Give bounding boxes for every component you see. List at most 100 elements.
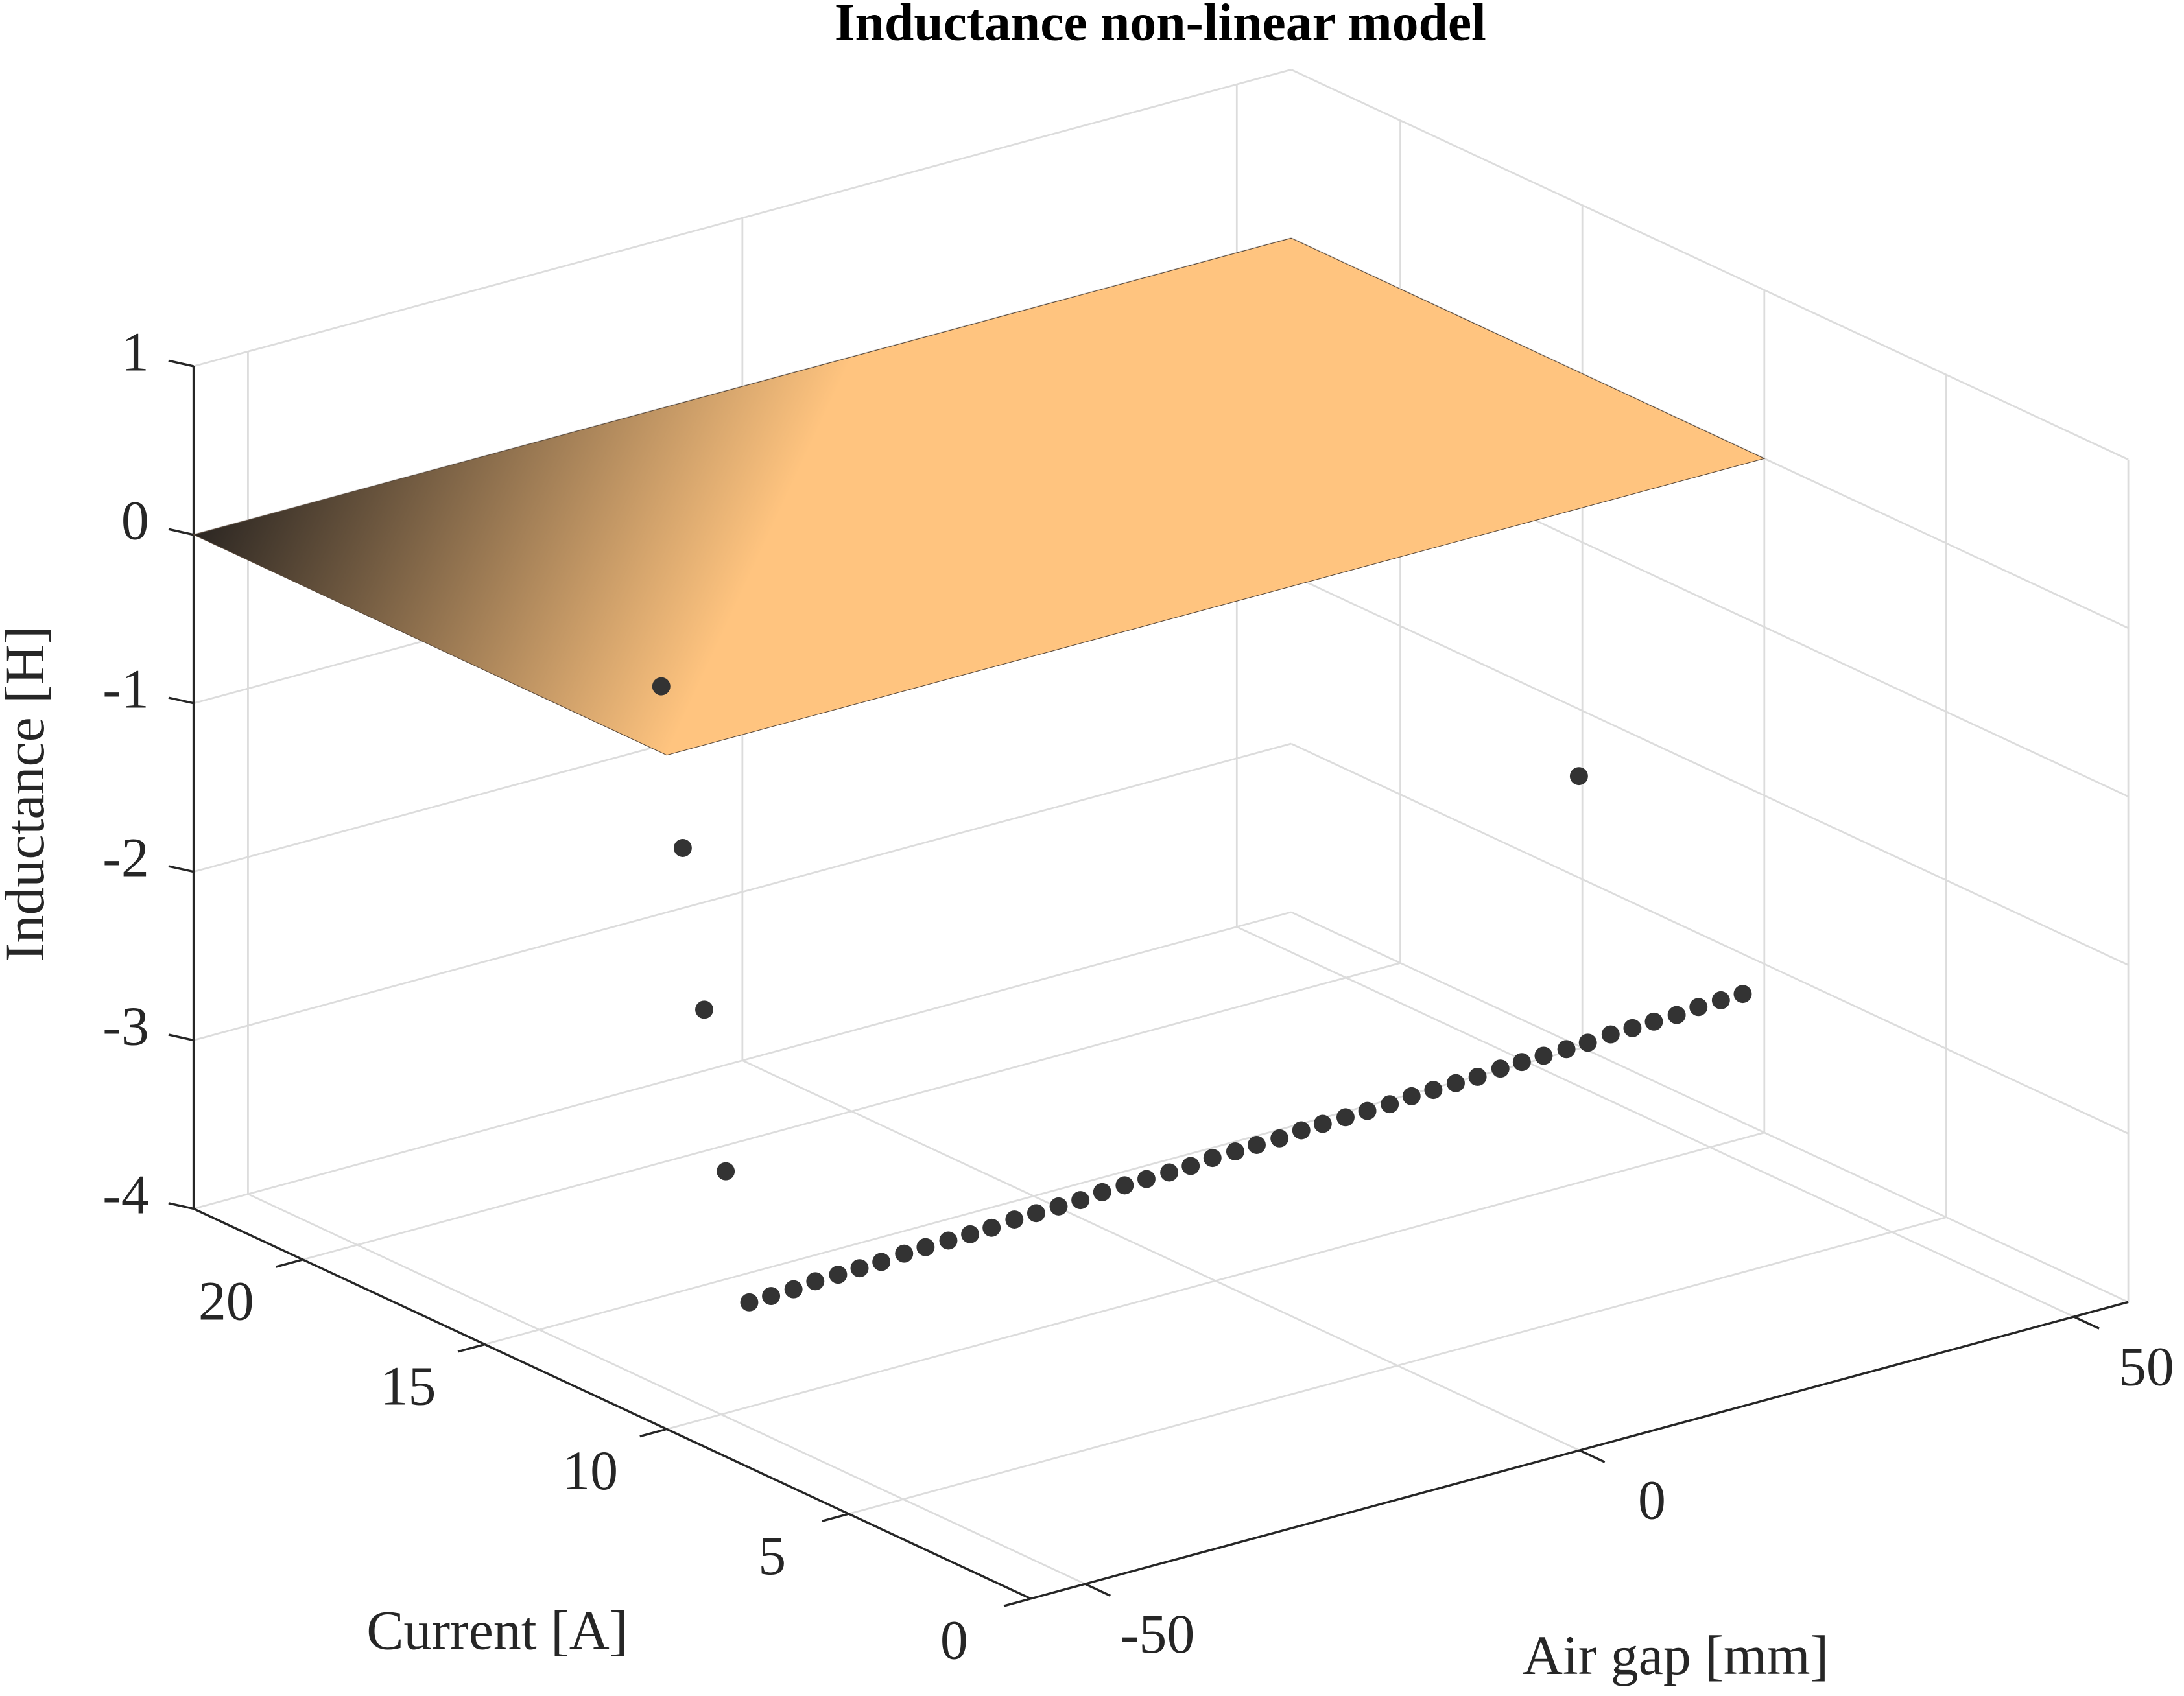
x-tick [1084,1583,1111,1597]
y-tick-label: 10 [562,1439,618,1502]
grid-line [193,742,1292,1041]
scatter-point [1203,1149,1222,1168]
scatter-point [982,1218,1001,1237]
scatter-point [1292,1121,1311,1140]
scatter-point [806,1272,825,1291]
grid-line [247,1193,1086,1585]
x-axis-label: Air gap [mm] [1523,1624,1829,1686]
z-tick [168,1033,194,1042]
scatter-point [1093,1183,1111,1201]
z-tick [168,696,194,705]
surface [193,237,1766,756]
x-tick-label: 0 [1638,1469,1666,1531]
scatter-point [916,1238,935,1256]
z-tick-label: -1 [102,658,149,720]
grid-line [742,1059,1580,1452]
scatter-point [1248,1136,1266,1154]
y-tick-label: 5 [758,1524,786,1586]
scatter-point [740,1293,759,1312]
scatter-point [1027,1204,1045,1223]
grid-line [1236,926,2074,1318]
y-tick-label: 0 [940,1609,968,1671]
z-tick [168,1202,194,1210]
z-tick-label: -4 [102,1163,149,1225]
scatter-point [1512,1053,1531,1072]
scatter-point [1115,1176,1134,1195]
scatter-point [1711,991,1730,1009]
x-tick [2073,1315,2100,1330]
scatter-point [1226,1142,1244,1160]
x-tick-label: 50 [2119,1336,2174,1398]
scatter-point [1623,1019,1642,1037]
scatter-point [762,1287,781,1306]
scatter-point [1005,1210,1024,1229]
y-tick-label: 20 [198,1270,254,1332]
scatter-point [1137,1170,1156,1188]
scatter-point [695,1000,713,1019]
scatter-point [1402,1087,1421,1105]
y-tick [276,1258,303,1268]
z-tick-label: 0 [121,489,149,552]
scatter-point [1270,1129,1289,1148]
scatter-point [673,839,692,857]
grid-line [193,69,1292,368]
scatter-point [1071,1191,1090,1210]
grid-line [848,1216,1947,1515]
x-tick [1579,1449,1606,1463]
grid-line [302,962,1401,1261]
scatter-point [1358,1101,1377,1120]
scatter-point [1644,1012,1663,1031]
z-tick-label: -2 [102,826,149,888]
y-tick-label: 15 [380,1354,436,1417]
scatter-point [1468,1067,1487,1086]
z-tick-label: 1 [121,321,149,383]
scatter-point [1578,1033,1597,1052]
scatter-point [1424,1081,1443,1100]
scatter-point [1336,1108,1355,1127]
scatter-point [872,1253,891,1271]
scatter-point [1534,1046,1553,1065]
scatter-point [1733,985,1752,1004]
scatter-point [717,1162,735,1181]
y-tick [821,1513,849,1522]
y-tick [457,1343,486,1353]
scatter-point [829,1266,848,1284]
scatter-point [1160,1163,1179,1182]
scatter-point [1491,1059,1510,1078]
grid-line [1290,911,2129,1303]
scatter-point [1601,1025,1620,1044]
scatter-point [1049,1197,1068,1216]
scatter-point [850,1259,869,1278]
y-axis [193,1207,1032,1600]
scatter-point [784,1280,803,1299]
grid-line [193,911,1292,1210]
scatter-point [652,677,671,696]
grid-line [1290,574,2129,966]
y-tick [639,1428,667,1438]
grid-line [1290,69,2129,461]
scatter-point [1181,1157,1200,1175]
grid-line [666,1131,1765,1430]
scatter-point [1557,1040,1576,1059]
z-tick [168,865,194,873]
scatter-point [1447,1074,1465,1092]
y-tick [1003,1597,1031,1607]
scatter-point [961,1225,980,1243]
scatter-point [1689,998,1708,1017]
z-tick [168,359,194,368]
scatter-point [895,1244,914,1263]
z-axis-label: Inductance [H] [0,626,56,962]
scatter-point [1569,767,1588,786]
scatter-point [1313,1114,1332,1133]
scatter-point [1667,1006,1686,1024]
y-axis-label: Current [A] [366,1599,628,1662]
z-tick-label: -3 [102,995,149,1057]
scatter-point [939,1231,958,1250]
z-tick [168,528,194,536]
chart-title: Inductance non-linear model [835,0,1486,52]
grid-line [1290,742,2129,1135]
grid-line [484,1046,1583,1345]
x-tick-label: -50 [1121,1603,1195,1665]
